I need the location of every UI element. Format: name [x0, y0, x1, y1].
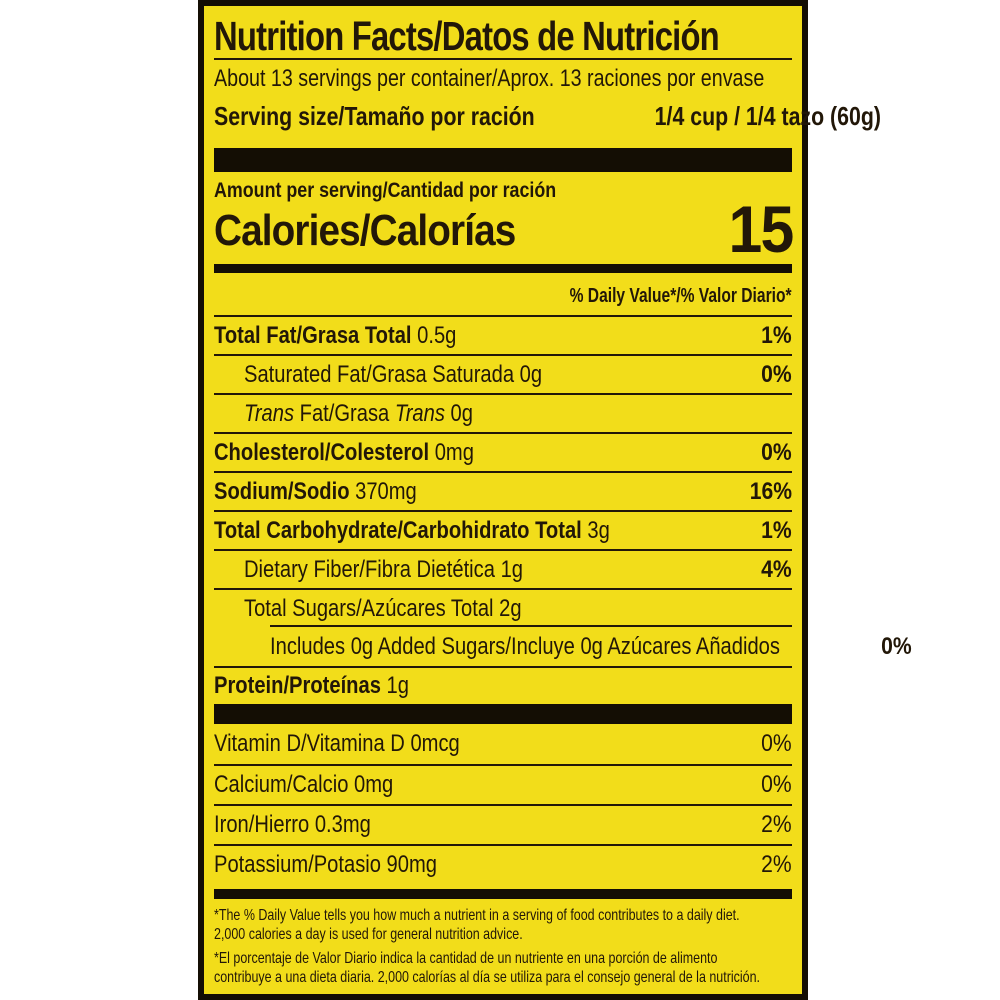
- calories-row: Calories/Calorías 15: [214, 192, 794, 266]
- nutrient-amount: 2g: [493, 594, 522, 622]
- nutrient-daily-value: 0%: [761, 438, 792, 466]
- nutrient-row: Cholesterol/Colesterol 0mg 0%: [214, 432, 792, 471]
- nutrition-facts-label: Nutrition Facts/Datos de Nutrición About…: [198, 0, 912, 1000]
- vitamin-daily-value: 2%: [761, 811, 792, 838]
- nutrient-amount: 1g: [494, 555, 523, 583]
- divider-bar-thick-protein: [214, 704, 792, 724]
- nutrient-name: Total Carbohydrate/Carbohidrato Total 3g: [214, 516, 610, 544]
- footnote-es-line1: *El porcentaje de Valor Diario indica la…: [214, 950, 718, 967]
- vitamin-row: Potassium/Potasio 90mg 2%: [214, 844, 792, 884]
- vitamin-row: Calcium/Calcio 0mg 0%: [214, 764, 792, 804]
- nutrient-amount: 1g: [380, 672, 409, 699]
- nutrient-row: Dietary Fiber/Fibra Dietética 1g 4%: [214, 549, 792, 588]
- vitamin-daily-value: 0%: [761, 771, 792, 798]
- vitamin-row: Vitamin D/Vitamina D 0mcg 0%: [214, 724, 792, 764]
- nutrient-name: Trans Fat/Grasa Trans 0g: [244, 399, 473, 427]
- nutrient-amount: 0mg: [429, 438, 474, 466]
- nutrient-amount: 0g: [444, 399, 473, 427]
- daily-value-header: % Daily Value*/% Valor Diario*: [214, 273, 792, 315]
- serving-size-row: Serving size/Tamaño por ración 1/4 cup /…: [214, 96, 881, 136]
- nutrient-row: Sodium/Sodio 370mg 16%: [214, 471, 792, 510]
- nutrient-row: Includes 0g Added Sugars/Incluye 0g Azúc…: [214, 625, 912, 666]
- daily-value-header-text: % Daily Value*/% Valor Diario*: [570, 285, 792, 307]
- nutrient-row: Total Carbohydrate/Carbohidrato Total 3g…: [214, 510, 792, 549]
- label-title-text: Nutrition Facts/Datos de Nutrición: [214, 13, 720, 59]
- nutrient-rows: Total Fat/Grasa Total 0.5g 1% Saturated Fa…: [214, 315, 912, 704]
- nutrient-name: Total Fat/Grasa Total 0.5g: [214, 321, 457, 349]
- vitamin-row: Iron/Hierro 0.3mg 2%: [214, 804, 792, 844]
- amount-per-serving: Amount per serving/Cantidad por ración: [214, 180, 792, 202]
- nutrient-name: Total Sugars/Azúcares Total 2g: [244, 594, 522, 622]
- serving-size-label: Serving size/Tamaño por ración: [214, 101, 535, 131]
- serving-size-value: 1/4 cup / 1/4 tazo (60g): [654, 101, 882, 131]
- nutrient-daily-value: 1%: [761, 321, 792, 349]
- vitamin-name: Potassium/Potasio 90mg: [214, 851, 437, 878]
- nutrient-name: Protein/Proteínas 1g: [214, 672, 409, 699]
- nutrient-row: Protein/Proteínas 1g: [214, 666, 792, 704]
- nutrient-row: Saturated Fat/Grasa Saturada 0g 0%: [214, 354, 792, 393]
- nutrient-amount: 370mg: [349, 477, 417, 505]
- vitamin-name: Iron/Hierro 0.3mg: [214, 811, 371, 838]
- nutrient-amount: 0g: [514, 360, 543, 388]
- nutrient-row: Trans Fat/Grasa Trans 0g: [214, 393, 792, 432]
- nutrient-name: Cholesterol/Colesterol 0mg: [214, 438, 474, 466]
- footnote-en-line2: 2,000 calories a day is used for general…: [214, 926, 523, 943]
- footnote-en-line1: *The % Daily Value tells you how much a …: [214, 907, 740, 924]
- nutrient-name: Includes 0g Added Sugars/Incluye 0g Azúc…: [270, 632, 780, 660]
- nutrient-name: Sodium/Sodio 370mg: [214, 477, 417, 505]
- nutrient-daily-value: 0%: [881, 632, 912, 660]
- nutrient-name: Saturated Fat/Grasa Saturada 0g: [244, 360, 543, 388]
- divider-bar-thick-top: [214, 148, 792, 172]
- amount-per-serving-text: Amount per serving/Cantidad por ración: [214, 179, 557, 202]
- calories-value: 15: [728, 192, 794, 266]
- nutrient-row: Total Fat/Grasa Total 0.5g 1%: [214, 315, 792, 354]
- vitamin-mineral-rows: Vitamin D/Vitamina D 0mcg 0% Calcium/Calci…: [214, 724, 792, 884]
- label-title: Nutrition Facts/Datos de Nutrición: [214, 12, 792, 60]
- vitamin-daily-value: 0%: [761, 730, 792, 757]
- nutrient-daily-value: 1%: [761, 516, 792, 544]
- footnotes: *The % Daily Value tells you how much a …: [214, 906, 792, 987]
- footnote-es-line2: contribuye a una dieta diaria. 2,000 cal…: [214, 969, 760, 986]
- divider-bar-medium-calories: [214, 264, 792, 273]
- nutrient-daily-value: 0%: [761, 360, 792, 388]
- nutrient-name: Dietary Fiber/Fibra Dietética 1g: [244, 555, 523, 583]
- nutrient-amount: 0.5g: [411, 321, 457, 349]
- divider-bar-medium-bottom: [214, 889, 792, 899]
- servings-per-container: About 13 servings per container/Aprox. 1…: [214, 60, 792, 96]
- vitamin-name: Vitamin D/Vitamina D 0mcg: [214, 730, 460, 757]
- vitamin-name: Calcium/Calcio 0mg: [214, 771, 394, 798]
- vitamin-daily-value: 2%: [761, 851, 792, 878]
- calories-label: Calories/Calorías: [214, 206, 516, 255]
- servings-per-container-text: About 13 servings per container/Aprox. 1…: [214, 65, 765, 92]
- nutrient-daily-value: 16%: [749, 477, 792, 505]
- nutrient-row: Total Sugars/Azúcares Total 2g: [214, 588, 792, 627]
- nutrient-amount: 3g: [581, 516, 610, 544]
- nutrient-daily-value: 4%: [761, 555, 792, 583]
